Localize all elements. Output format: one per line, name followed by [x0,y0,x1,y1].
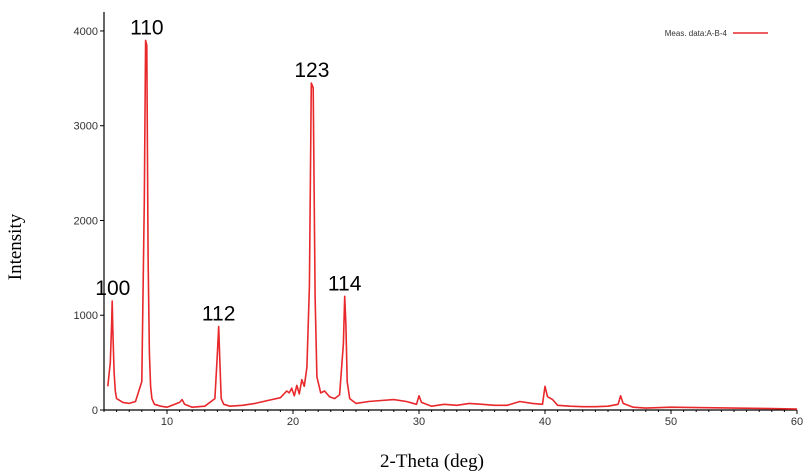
series-line [107,39,798,410]
y-tick-label: 1000 [74,310,98,322]
peak-labels: 100 110 112 123 114 [95,16,361,325]
x-tick-label: 50 [665,416,677,428]
peak-label: 123 [294,59,329,82]
x-tick-label: 30 [413,416,425,428]
x-tick-label: 10 [161,416,173,428]
y-tick-label: 0 [92,405,98,417]
peak-label: 112 [202,303,235,326]
y-axis-title: Intensity [5,213,26,280]
y-tick-label: 3000 [74,121,98,133]
x-tick-label: 60 [791,416,803,428]
x-axis-title: 2-Theta (deg) [380,451,484,472]
legend: Meas. data:A-B-4 [665,29,768,38]
y-tick-label: 4000 [74,26,98,38]
peak-label: 114 [328,272,362,295]
y-tick-label: 2000 [74,215,98,227]
peak-label: 100 [95,277,130,300]
plot-area [103,12,798,411]
peak-label: 110 [130,16,163,39]
legend-label: Meas. data:A-B-4 [665,29,728,38]
x-tick-label: 20 [287,416,299,428]
x-tick-label: 40 [539,416,551,428]
axis-ticks: 0 1000 2000 3000 4000 10 20 30 40 50 60 [74,26,804,428]
